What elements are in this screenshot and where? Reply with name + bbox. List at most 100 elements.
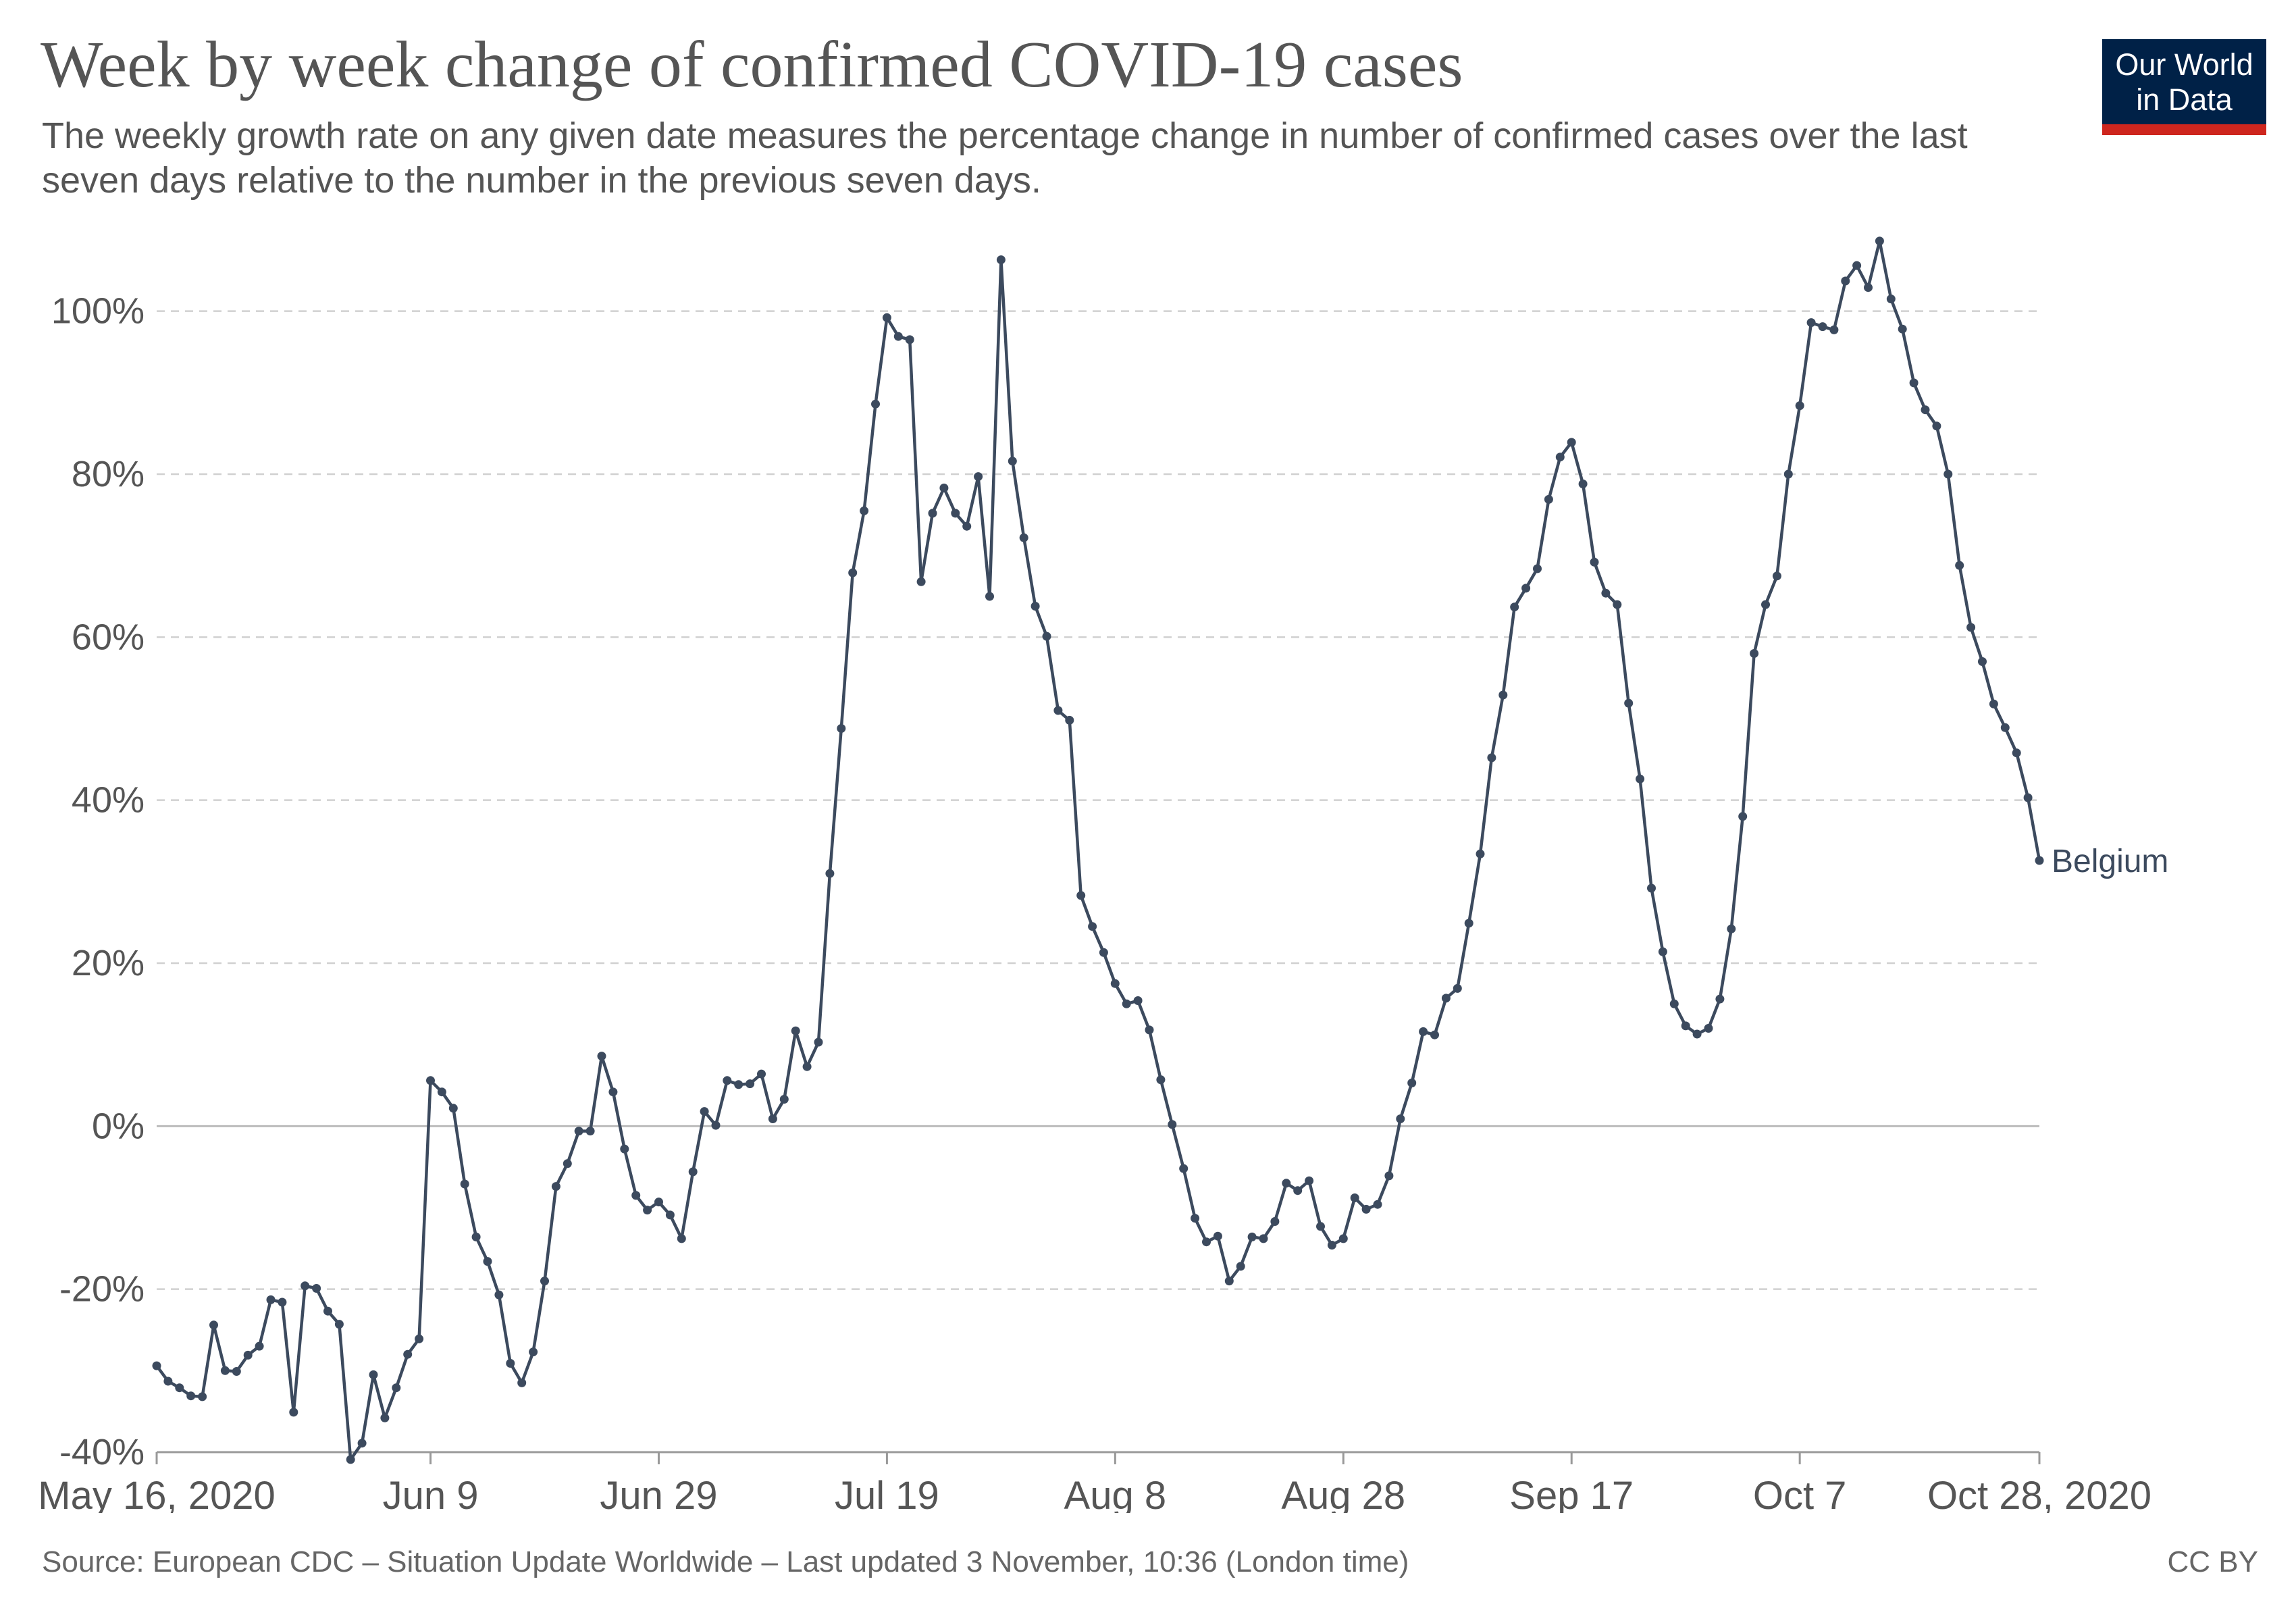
data-point <box>1533 564 1542 573</box>
data-point <box>1943 469 1953 479</box>
data-point <box>1989 699 1998 709</box>
data-point <box>1978 657 1987 666</box>
data-point <box>825 869 835 878</box>
data-point <box>665 1210 675 1220</box>
data-point <box>1772 571 1781 581</box>
data-point <box>1555 453 1565 462</box>
x-tick-label: Aug 8 <box>1064 1474 1167 1513</box>
data-point <box>1898 324 1907 334</box>
source-note: Source: European CDC – Situation Update … <box>42 1545 1409 1578</box>
data-point <box>1932 421 1941 431</box>
data-point <box>563 1159 572 1168</box>
data-point <box>437 1087 446 1097</box>
chart-subtitle: The weekly growth rate on any given date… <box>42 115 1968 201</box>
data-point <box>1396 1114 1405 1123</box>
data-point <box>380 1413 390 1422</box>
data-point <box>471 1232 481 1241</box>
data-point <box>312 1284 321 1293</box>
data-point <box>392 1383 401 1393</box>
license-link[interactable]: CC BY <box>2167 1545 2258 1578</box>
data-point <box>1955 561 1964 570</box>
data-point <box>220 1366 230 1375</box>
data-point <box>1578 480 1588 488</box>
data-point <box>791 1026 800 1035</box>
data-point <box>289 1408 298 1417</box>
data-point <box>266 1295 276 1304</box>
data-point <box>1738 812 1748 821</box>
data-point <box>460 1179 469 1189</box>
data-point <box>1647 883 1656 893</box>
data-point <box>1191 1214 1200 1223</box>
label-layer: -40% -20% 0% 20% 40% 60% 80% 100% May 16, 2020 Ju… <box>38 291 2168 1513</box>
data-point <box>1384 1171 1394 1181</box>
owid-logo[interactable]: Our World in Data <box>2102 39 2266 135</box>
data-point <box>517 1378 527 1387</box>
data-point <box>1042 632 1051 641</box>
data-point <box>2012 748 2021 758</box>
data-point <box>1921 405 1930 415</box>
data-point <box>734 1080 743 1089</box>
data-point <box>255 1341 264 1351</box>
data-point <box>1338 1234 1348 1243</box>
data-point <box>1806 318 1816 328</box>
y-tick-label: 100% <box>51 291 145 332</box>
axis-layer <box>155 1451 2041 1464</box>
data-point <box>1636 774 1645 783</box>
data-point <box>1521 584 1531 593</box>
data-point <box>951 509 960 518</box>
data-point <box>198 1392 207 1401</box>
y-tick-label: 60% <box>72 617 145 657</box>
data-point <box>1909 378 1919 388</box>
data-point <box>1510 602 1519 612</box>
data-point <box>962 521 972 531</box>
data-point <box>1761 600 1770 609</box>
data-point <box>1750 649 1759 658</box>
y-tick-label: 0% <box>92 1106 145 1146</box>
data-point <box>209 1320 218 1330</box>
data-point <box>301 1281 310 1291</box>
logo-line-1: Our World <box>2115 47 2253 82</box>
data-point <box>928 509 937 518</box>
x-tick-label: Sep 17 <box>1509 1474 1634 1513</box>
x-tick-label: Aug 28 <box>1281 1474 1405 1513</box>
data-point <box>837 724 846 733</box>
data-point <box>540 1277 549 1286</box>
data-point <box>848 568 858 577</box>
data-point <box>163 1376 173 1386</box>
y-tick-label: -40% <box>59 1432 145 1472</box>
data-point <box>1795 401 1804 411</box>
x-tick-label: Jun 29 <box>600 1474 717 1513</box>
data-point <box>1487 753 1496 763</box>
data-point <box>483 1257 492 1266</box>
data-point <box>1099 948 1108 957</box>
data-point <box>1544 494 1553 504</box>
data-point <box>871 399 880 409</box>
data-point <box>608 1087 618 1097</box>
data-point <box>232 1367 241 1376</box>
data-point <box>1727 924 1736 933</box>
data-point <box>1669 999 1679 1008</box>
data-point <box>711 1121 721 1130</box>
data-point <box>1613 600 1622 609</box>
data-point <box>1476 849 1485 858</box>
data-point <box>1327 1241 1336 1250</box>
data-point <box>369 1370 378 1379</box>
data-point <box>186 1391 196 1401</box>
data-point <box>494 1290 504 1300</box>
y-tick-label: 20% <box>72 943 145 983</box>
data-point <box>1783 469 1793 479</box>
data-point <box>1179 1164 1189 1173</box>
x-tick-label: Jul 19 <box>835 1474 939 1513</box>
data-point <box>529 1347 538 1357</box>
data-point <box>1624 698 1634 708</box>
data-point <box>1966 623 1976 632</box>
x-tick-label: Jun 9 <box>383 1474 479 1513</box>
data-point <box>802 1062 812 1071</box>
data-point <box>1601 588 1611 598</box>
data-point <box>1886 294 1896 304</box>
data-point <box>506 1359 515 1368</box>
data-point <box>1498 690 1508 700</box>
data-point <box>1156 1075 1166 1085</box>
data-point <box>1567 438 1576 447</box>
data-point <box>278 1297 287 1307</box>
